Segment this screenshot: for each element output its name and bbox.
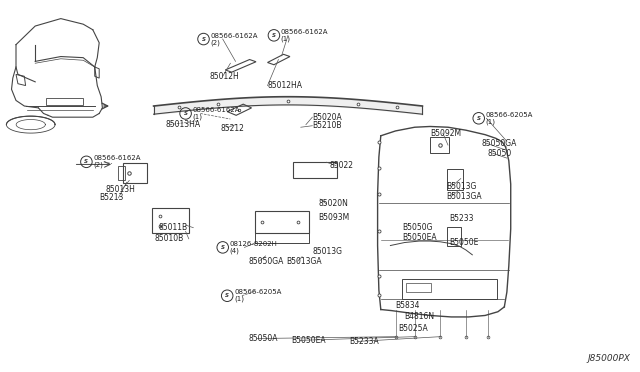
Text: 08566-6162A
(2): 08566-6162A (2) — [211, 33, 258, 45]
Text: B5013G: B5013G — [447, 182, 477, 191]
Bar — [118, 166, 125, 180]
Text: 08566-6162A
(1): 08566-6162A (1) — [193, 107, 240, 120]
Text: B5093M: B5093M — [318, 213, 349, 222]
Text: S: S — [272, 33, 276, 38]
Text: B4816N: B4816N — [404, 312, 435, 321]
Bar — [123, 163, 147, 183]
Bar — [430, 137, 449, 153]
Text: 85020N: 85020N — [319, 199, 349, 208]
Text: S: S — [84, 159, 88, 164]
Text: 85010B: 85010B — [155, 234, 184, 243]
Text: S: S — [202, 36, 205, 42]
Bar — [255, 211, 309, 232]
Bar — [402, 279, 497, 299]
Bar — [406, 283, 431, 292]
Text: B5013GA: B5013GA — [447, 192, 483, 201]
Text: S: S — [221, 245, 225, 250]
Text: 85013G: 85013G — [312, 247, 342, 256]
Text: B5233: B5233 — [449, 214, 474, 223]
Text: S: S — [225, 293, 229, 298]
Text: B5013GA: B5013GA — [287, 257, 323, 266]
Text: 85011B: 85011B — [159, 223, 188, 232]
Text: 85013H: 85013H — [106, 185, 136, 194]
Text: 85050GA: 85050GA — [481, 139, 516, 148]
Text: 85212: 85212 — [221, 124, 244, 133]
Text: J85000PX: J85000PX — [588, 354, 630, 363]
Text: 85050GA: 85050GA — [248, 257, 284, 266]
Bar — [255, 232, 309, 243]
Text: B5050EA: B5050EA — [291, 336, 326, 345]
Text: 85012HA: 85012HA — [268, 81, 303, 90]
Text: B5050EA: B5050EA — [402, 233, 436, 242]
Text: 08566-6162A
(2): 08566-6162A (2) — [93, 155, 141, 168]
Text: 85050: 85050 — [488, 149, 512, 158]
Text: 08126-8202H
(4): 08126-8202H (4) — [230, 241, 278, 254]
Bar — [447, 227, 461, 246]
Bar — [46, 98, 83, 105]
Text: 85013HA: 85013HA — [165, 120, 200, 129]
Text: 85012H: 85012H — [210, 72, 239, 81]
Text: S: S — [477, 116, 481, 121]
Text: 85022: 85022 — [330, 161, 354, 170]
Text: B5092M: B5092M — [430, 129, 461, 138]
Bar — [152, 208, 189, 232]
Text: B5050G: B5050G — [402, 223, 433, 232]
Text: B5213: B5213 — [99, 193, 124, 202]
Text: B5025A: B5025A — [398, 324, 428, 333]
Text: S: S — [184, 111, 188, 116]
Text: B5020A: B5020A — [312, 113, 342, 122]
Bar — [293, 162, 337, 178]
Text: B5233A: B5233A — [349, 337, 378, 346]
Text: 85050A: 85050A — [248, 334, 278, 343]
Text: B5050E: B5050E — [449, 238, 479, 247]
Bar — [447, 169, 463, 190]
Text: 08566-6205A
(1): 08566-6205A (1) — [234, 289, 282, 302]
Text: B5834: B5834 — [396, 301, 420, 310]
Text: B5210B: B5210B — [312, 121, 342, 130]
Text: 08566-6205A
(1): 08566-6205A (1) — [486, 112, 533, 125]
Text: 08566-6162A
(1): 08566-6162A (1) — [281, 29, 328, 42]
